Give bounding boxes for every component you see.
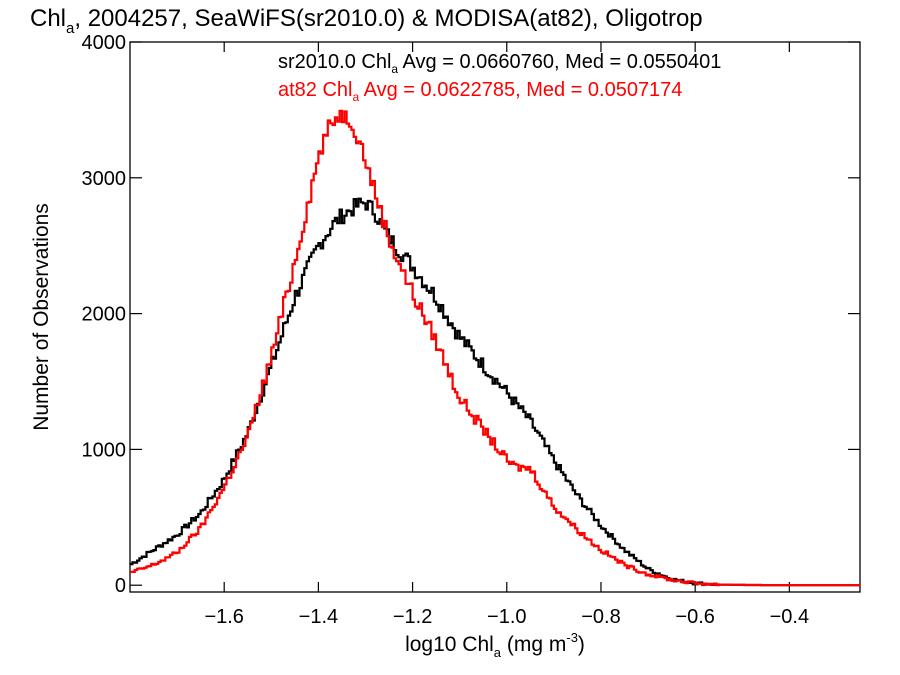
x-tick-label: −1.6 <box>204 606 243 628</box>
plot-frame <box>129 41 861 593</box>
y-tick-label: 1000 <box>82 439 127 461</box>
x-tick-label: −0.4 <box>770 606 809 628</box>
series-layer <box>130 109 860 587</box>
y-tick-label: 0 <box>115 575 126 597</box>
legend-at82: at82 Chla Avg = 0.0622785, Med = 0.05071… <box>278 79 682 104</box>
series-line-at82 <box>130 109 860 587</box>
x-tick-label: −1.0 <box>487 606 526 628</box>
x-tick-label: −1.2 <box>393 606 432 628</box>
series-line-sr2010.0 <box>130 197 860 587</box>
x-axis-ticks: −1.6 −1.4 −1.2 −1.0 −0.8 −0.6 −0.4 <box>204 42 809 628</box>
y-axis-label: Number of Observations <box>30 203 53 431</box>
y-tick-label: 3000 <box>82 168 127 190</box>
y-axis-ticks: 0 1000 2000 3000 4000 <box>82 32 860 597</box>
x-tick-label: −1.4 <box>299 606 338 628</box>
y-tick-label: 2000 <box>82 304 127 326</box>
x-axis-label: log10 Chla (mg m-3) <box>405 630 585 660</box>
y-tick-label: 4000 <box>82 32 127 54</box>
x-tick-label: −0.6 <box>675 606 714 628</box>
chart-title: Chla, 2004257, SeaWiFS(sr2010.0) & MODIS… <box>30 5 703 37</box>
legend-sr2010: sr2010.0 Chla Avg = 0.0660760, Med = 0.0… <box>278 51 721 76</box>
x-tick-label: −0.8 <box>581 606 620 628</box>
